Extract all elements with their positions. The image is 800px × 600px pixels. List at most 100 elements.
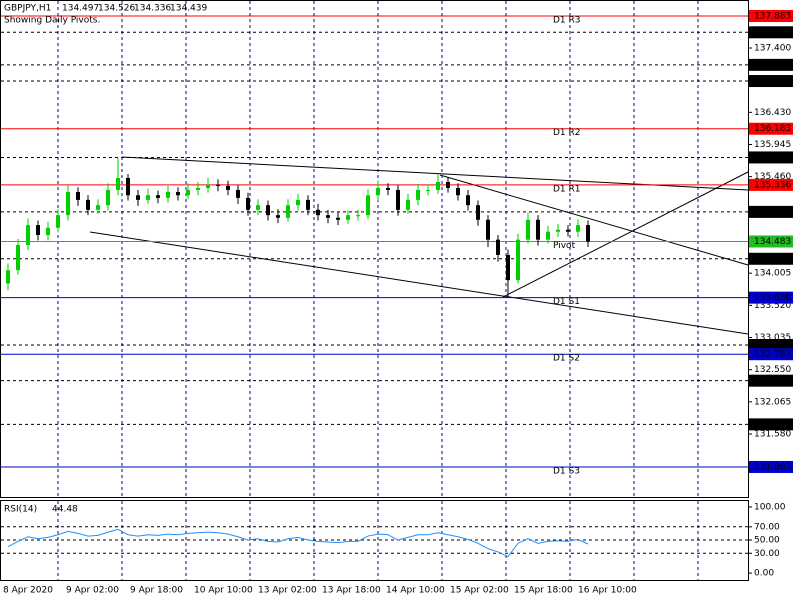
candle-body: [256, 205, 260, 210]
y-tick-label: 100.00: [754, 502, 786, 512]
y-tick-label: 50.00: [754, 536, 780, 546]
candle-body: [176, 191, 180, 196]
candle-body: [66, 191, 70, 216]
candle-body: [426, 189, 430, 191]
candle-body: [6, 270, 10, 284]
candle-body: [556, 229, 560, 232]
x-tick-label: 10 Apr 10:00: [194, 586, 253, 596]
candle-body: [516, 239, 520, 281]
candle-body: [46, 227, 50, 236]
y-tick-label: 136.430: [754, 108, 791, 118]
candle-body: [326, 215, 330, 218]
price-box: [749, 205, 793, 218]
price-label: 132.922: [754, 340, 791, 350]
y-tick-label: 30.00: [754, 549, 780, 559]
candle-body: [526, 219, 530, 240]
candle-body: [546, 231, 550, 240]
candle-body: [416, 189, 420, 200]
header-price: 134.336: [134, 4, 171, 14]
pivot-name: D1 S3: [553, 466, 580, 476]
price-box: [749, 460, 793, 473]
y-tick-label: 133.520: [754, 301, 791, 311]
candle-body: [446, 181, 450, 188]
candle-body: [486, 219, 490, 240]
candle-body: [216, 184, 220, 186]
price-box: [749, 151, 793, 164]
header-price: 134.439: [170, 4, 207, 14]
y-tick-label: 134.005: [754, 269, 791, 279]
y-tick-label: 135.460: [754, 172, 791, 182]
candle-body: [466, 195, 470, 206]
candle-body: [156, 195, 160, 198]
price-label: 136.183: [754, 124, 791, 134]
candle-body: [146, 195, 150, 200]
candle-body: [376, 187, 380, 196]
price-box: [749, 75, 793, 88]
candle-body: [306, 199, 310, 210]
price-label: 137.146: [754, 60, 791, 70]
price-box: [749, 291, 793, 304]
candle-body: [206, 184, 210, 188]
price-label: 134.929: [754, 207, 791, 217]
candle-body: [276, 215, 280, 218]
candle-body: [496, 239, 500, 255]
trendline: [502, 171, 749, 298]
trendline: [89, 231, 749, 335]
candle-body: [126, 178, 130, 196]
pivot-name: D1 R2: [553, 128, 581, 138]
candle-body: [286, 205, 290, 218]
candle-body: [566, 229, 570, 232]
candle-body: [476, 205, 480, 220]
price-box: [749, 338, 793, 351]
rsi-line: [7, 528, 589, 558]
price-box: [749, 374, 793, 387]
y-tick-label: 133.035: [754, 333, 791, 343]
y-tick-label: 70.00: [754, 522, 780, 532]
y-tick-label: 132.550: [754, 365, 791, 375]
rsi-title: RSI(14): [4, 505, 37, 515]
price-label: 131.083: [754, 462, 791, 472]
price-label: 131.725: [754, 420, 791, 430]
candle-body: [366, 195, 370, 216]
y-tick-label: 137.400: [754, 44, 791, 54]
price-box: [749, 252, 793, 265]
price-label: 135.75: [754, 153, 786, 163]
x-tick-label: 8 Apr 2020: [3, 586, 53, 596]
y-tick-label: 135.945: [754, 140, 791, 150]
candle-body: [86, 199, 90, 210]
y-tick-label: 0.00: [754, 569, 774, 579]
x-tick-label: 9 Apr 18:00: [130, 586, 183, 596]
price-label: 137.883: [754, 11, 791, 21]
candle-body: [576, 225, 580, 232]
candle-body: [456, 187, 460, 196]
candle-body: [56, 215, 60, 228]
x-tick-label: 15 Apr 18:00: [514, 586, 573, 596]
candle-body: [186, 189, 190, 196]
candle-body: [236, 189, 240, 198]
y-tick-label: 132.065: [754, 397, 791, 407]
price-label: 137.637: [754, 28, 791, 38]
candle-body: [396, 189, 400, 210]
trendline: [439, 174, 749, 266]
x-tick-label: 15 Apr 02:00: [450, 586, 509, 596]
price-box: [749, 26, 793, 39]
pivot-name: D1 R1: [553, 184, 581, 194]
x-tick-label: 13 Apr 02:00: [258, 586, 317, 596]
pivot-name: D1 R3: [553, 15, 581, 25]
pivot-name: D1 S2: [553, 354, 580, 364]
chart-title: GBPJPY,H1: [4, 4, 51, 14]
candle-body: [266, 205, 270, 216]
candle-body: [356, 215, 360, 217]
candle-body: [96, 205, 100, 210]
candle-body: [406, 199, 410, 210]
y-tick-label: 131.580: [754, 429, 791, 439]
candle-body: [76, 191, 80, 200]
price-box: [749, 58, 793, 71]
candle-body: [246, 197, 250, 210]
price-label: 133.636: [754, 293, 791, 303]
price-box: [749, 235, 793, 248]
candle-body: [386, 187, 390, 190]
price-label: 134.483: [754, 237, 791, 247]
